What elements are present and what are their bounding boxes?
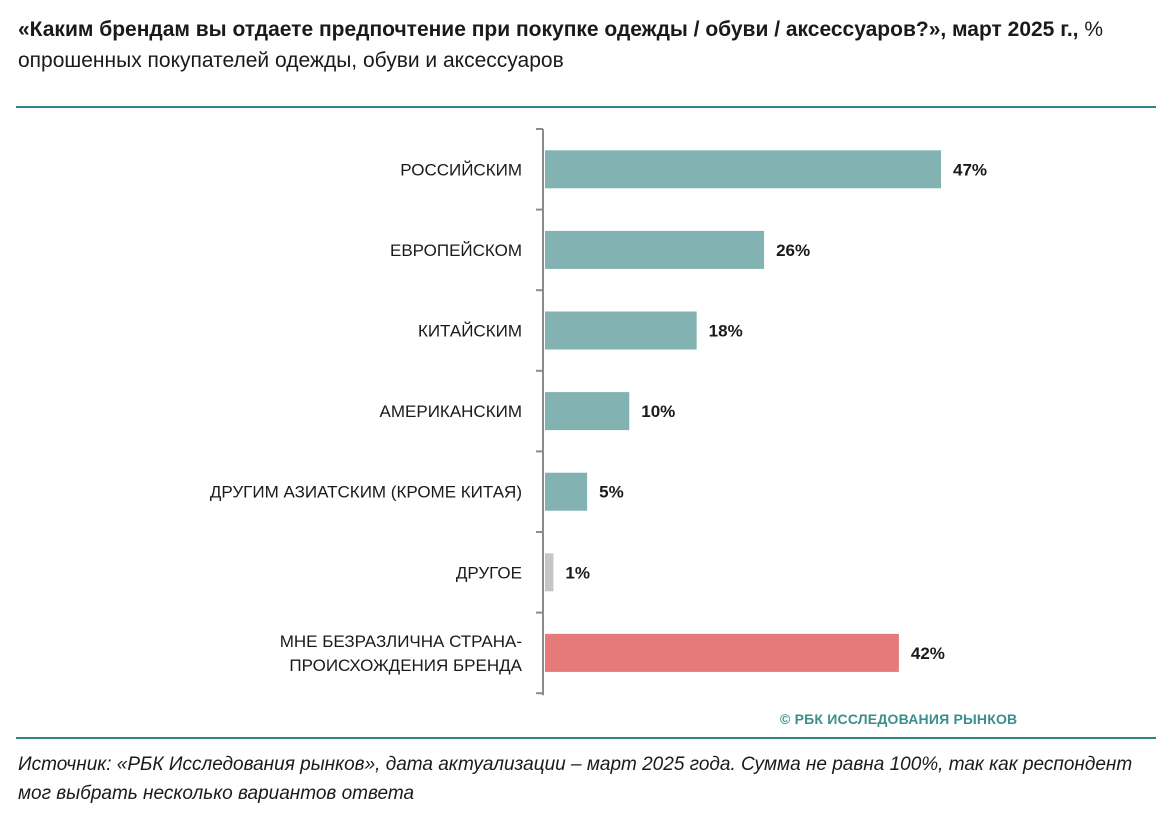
category-label-line: ДРУГОЕ bbox=[456, 563, 522, 582]
bar bbox=[545, 230, 765, 269]
category-label: ДРУГИМ АЗИАТСКИМ (КРОМЕ КИТАЯ) bbox=[210, 483, 522, 502]
top-divider bbox=[16, 106, 1156, 108]
category-label-line: ПРОИСХОЖДЕНИЯ БРЕНДА bbox=[289, 656, 522, 675]
chart-title-bold: «Каким брендам вы отдаете предпочтение п… bbox=[18, 18, 1079, 41]
value-label: 47% bbox=[953, 160, 987, 179]
value-label: 5% bbox=[599, 483, 624, 502]
bar bbox=[545, 392, 630, 431]
value-label: 26% bbox=[776, 241, 810, 260]
bar bbox=[545, 633, 899, 672]
value-label: 18% bbox=[709, 322, 743, 341]
category-label-line: КИТАЙСКИМ bbox=[418, 322, 522, 341]
category-label: МНЕ БЕЗРАЗЛИЧНА СТРАНА- ПРОИСХОЖДЕНИЯ БРЕ… bbox=[280, 632, 523, 675]
bar bbox=[545, 150, 941, 189]
value-label: 10% bbox=[641, 402, 675, 421]
category-label: АМЕРИКАНСКИМ bbox=[380, 402, 522, 421]
value-label: 42% bbox=[911, 644, 945, 663]
chart-title: «Каким брендам вы отдаете предпочтение п… bbox=[18, 14, 1158, 76]
bar-chart: РОССИЙСКИМ 47% ЕВРОПЕЙСКОМ 26% КИТАЙСКИМ 18% А… bbox=[210, 128, 987, 696]
bar bbox=[545, 472, 588, 511]
category-label-line: ДРУГИМ АЗИАТСКИМ (КРОМЕ КИТАЯ) bbox=[210, 483, 522, 502]
category-label: ЕВРОПЕЙСКОМ bbox=[390, 241, 522, 260]
category-label: РОССИЙСКИМ bbox=[400, 160, 522, 179]
category-label: ДРУГОЕ bbox=[456, 563, 522, 582]
value-label: 1% bbox=[565, 563, 590, 582]
bottom-divider bbox=[16, 737, 1156, 739]
category-label-line: РОССИЙСКИМ bbox=[400, 160, 522, 179]
bar bbox=[545, 553, 554, 592]
chart-title-regular: % опрошенных покупателей одежды, обуви и… bbox=[18, 18, 1104, 72]
bar bbox=[545, 311, 697, 350]
category-label-line: АМЕРИКАНСКИМ bbox=[380, 402, 522, 421]
source-note: Источник: «РБК Исследования рынков», дат… bbox=[18, 754, 1133, 804]
category-label-line: ЕВРОПЕЙСКОМ bbox=[390, 241, 522, 260]
watermark: © РБК ИССЛЕДОВАНИЯ РЫНКОВ bbox=[780, 711, 1018, 727]
category-label: КИТАЙСКИМ bbox=[418, 322, 522, 341]
category-label-line: МНЕ БЕЗРАЗЛИЧНА СТРАНА- bbox=[280, 632, 522, 651]
